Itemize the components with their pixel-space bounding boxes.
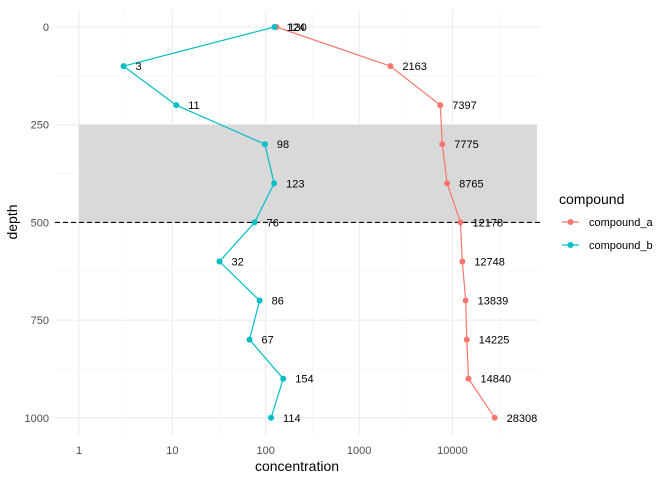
data-point-compound_b [271, 24, 278, 30]
shaded-band-layer [79, 124, 537, 223]
legend-key-point [567, 219, 574, 225]
x-axis-title: concentration [255, 458, 339, 474]
x-tick-label: 1000 [347, 445, 371, 457]
data-point-compound_b [256, 297, 263, 304]
x-axis-ticks: 1 10 100 1000 10000 [76, 445, 468, 457]
y-tick-label: 500 [31, 217, 49, 229]
y-axis-title: depth [4, 204, 20, 239]
data-point-compound_b [271, 180, 278, 187]
series-points [120, 24, 498, 421]
data-point-compound_b [261, 141, 268, 148]
data-point-compound_a [459, 258, 466, 265]
y-tick-label: 250 [31, 120, 49, 132]
data-label-compound_a: 14225 [479, 335, 510, 347]
x-tick-label: 1 [76, 445, 82, 457]
data-point-compound_a [444, 180, 451, 187]
legend-key-point [567, 242, 574, 248]
data-label-compound_a: 8765 [459, 178, 483, 190]
y-tick-label: 750 [31, 315, 49, 327]
data-label-compound_a: 13839 [478, 296, 509, 308]
data-point-compound_a [437, 102, 444, 109]
data-label-compound_b: 3 [136, 61, 142, 73]
data-label-compound_a: 14840 [480, 374, 511, 386]
data-point-compound_a [462, 297, 469, 304]
data-point-compound_a [439, 141, 446, 148]
data-label-compound_b: 86 [272, 296, 284, 308]
x-tick-label: 100 [257, 445, 275, 457]
x-tick-label: 10000 [437, 445, 468, 457]
y-axis-ticks: 0 250 500 750 1000 [25, 22, 49, 425]
data-label-compound_a: 12748 [474, 256, 505, 268]
data-labels: 130 2163 7397 7775 8765 12178 12748 13839 14225 1… [136, 22, 538, 425]
data-point-compound_b [173, 102, 180, 109]
shaded-depth-band [79, 124, 537, 223]
data-point-compound_b [280, 375, 287, 382]
data-point-compound_a [387, 63, 394, 70]
data-point-compound_b [120, 63, 127, 70]
y-tick-label: 1000 [25, 413, 49, 425]
data-label-compound_b: 32 [232, 256, 244, 268]
legend-item-compound_b: compound_b [589, 240, 653, 252]
data-point-compound_b [246, 336, 253, 343]
data-label-compound_b: 76 [267, 217, 279, 229]
data-label-compound_a: 28308 [507, 413, 538, 425]
y-tick-label: 0 [43, 22, 49, 34]
data-point-compound_a [465, 375, 472, 382]
data-label-compound_b: 11 [188, 100, 199, 112]
data-point-compound_b [251, 219, 258, 226]
data-label-compound_b: 123 [286, 178, 304, 190]
data-label-compound_a: 7775 [454, 139, 478, 151]
x-tick-label: 10 [166, 445, 178, 457]
legend-item-compound_a: compound_a [589, 217, 653, 229]
data-label-compound_b: 114 [283, 413, 301, 425]
legend: compound compound_a compound_b [559, 191, 653, 252]
data-point-compound_b [216, 258, 223, 265]
data-label-compound_b: 67 [262, 335, 274, 347]
data-label-compound_b: 154 [295, 374, 313, 386]
data-point-compound_a [463, 336, 470, 343]
legend-title: compound [559, 191, 624, 207]
data-point-compound_a [457, 219, 464, 226]
data-label-compound_a: 130 [288, 22, 306, 34]
data-label-compound_b: 124 [286, 22, 304, 34]
data-label-compound_a: 7397 [452, 100, 476, 112]
data-label-compound_b: 98 [277, 139, 289, 151]
data-point-compound_b [268, 414, 275, 421]
data-point-compound_a [491, 414, 498, 421]
data-label-compound_a: 12178 [472, 217, 503, 229]
data-label-compound_a: 2163 [402, 61, 426, 73]
